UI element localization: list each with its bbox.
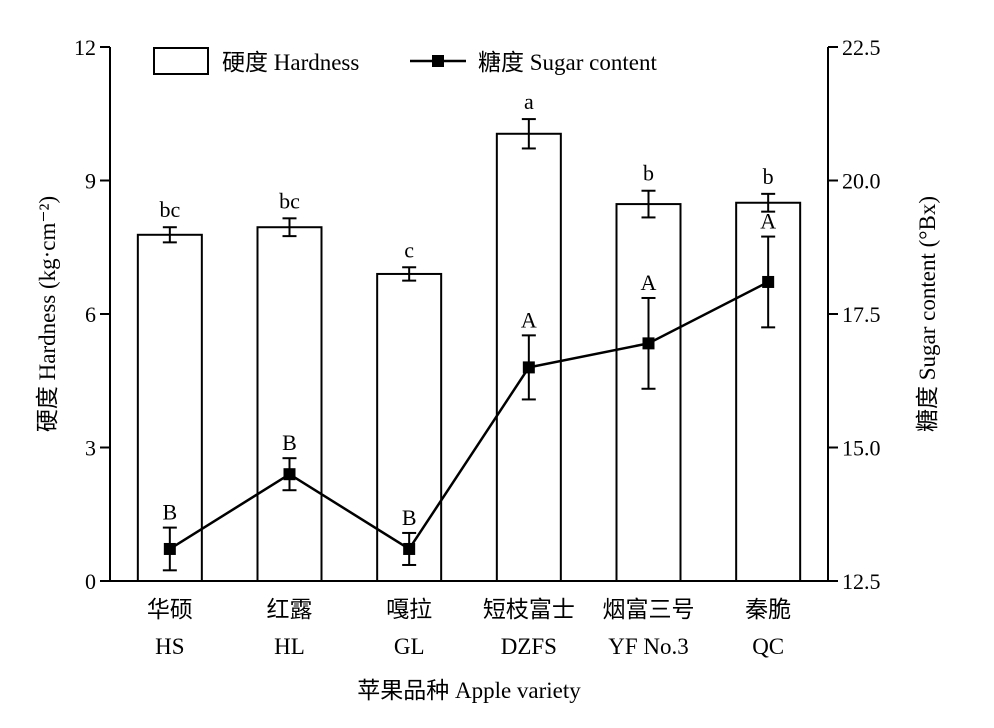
hardness-significance-letter: a [524, 89, 534, 114]
sugar-point [642, 337, 655, 350]
y-right-tick-label: 17.5 [842, 302, 881, 327]
x-category-label: QC [752, 634, 784, 659]
sugar-point [283, 468, 296, 481]
hardness-bar [615, 203, 682, 583]
legend-hardness-swatch [153, 47, 209, 75]
x-category-label: HS [155, 634, 184, 659]
sugar-significance-letter: B [402, 505, 417, 530]
y-left-tick-label: 9 [85, 169, 96, 194]
sugar-point [403, 542, 416, 555]
x-axis-title: 苹果品种 Apple variety [357, 678, 581, 703]
sugar-significance-letter: B [162, 500, 177, 525]
y-right-tick-label: 15.0 [842, 436, 881, 461]
x-category-label: GL [394, 634, 425, 659]
sugar-significance-letter: B [282, 430, 297, 455]
hardness-significance-letter: bc [159, 197, 180, 222]
hardness-bar [136, 233, 203, 582]
legend-sugar-marker [432, 55, 444, 67]
sugar-significance-letter: A [521, 307, 537, 332]
x-category-label-cn: 秦脆 [745, 597, 791, 622]
hardness-significance-letter: b [643, 161, 654, 186]
y-left-tick-label: 0 [85, 569, 96, 594]
y-left-tick-label: 3 [85, 436, 96, 461]
hardness-bar [256, 226, 323, 582]
sugar-point [522, 361, 535, 374]
sugar-significance-letter: A [760, 209, 776, 234]
x-category-label-cn: 短枝富士 [483, 597, 575, 622]
y-left-tick-label: 12 [74, 35, 96, 60]
x-category-label: HL [274, 634, 305, 659]
legend-sugar-label: 糖度 Sugar content [478, 50, 657, 75]
y-right-axis-title: 糖度 Sugar content (°Bx) [915, 196, 940, 432]
y-left-axis-title: 硬度 Hardness (kg·cm⁻²) [35, 196, 60, 432]
sugar-line-series: B B B A A A [162, 209, 776, 572]
sugar-point [163, 542, 176, 555]
x-category-label: DZFS [501, 634, 557, 659]
x-category-label-cn: 嘎拉 [386, 597, 432, 622]
sugar-significance-letter: A [641, 270, 657, 295]
axes: 0 3 6 9 12 12.5 15.0 17.5 20.0 22.5 华硕 HS 红露 HL 嘎拉 GL 短枝… [74, 35, 881, 659]
x-category-label-cn: 红露 [267, 597, 313, 622]
legend: 硬度 Hardness 糖度 Sugar content [153, 47, 657, 75]
x-category-label-cn: 烟富三号 [603, 597, 695, 622]
y-left-tick-label: 6 [85, 302, 96, 327]
hardness-significance-letter: bc [279, 188, 300, 213]
hardness-bars: bc bc c a b b [136, 89, 802, 583]
x-category-label: YF No.3 [608, 634, 689, 659]
y-right-tick-label: 20.0 [842, 169, 881, 194]
y-right-tick-label: 12.5 [842, 569, 881, 594]
hardness-significance-letter: c [404, 237, 414, 262]
hardness-significance-letter: b [763, 164, 774, 189]
sugar-line [169, 280, 769, 551]
legend-hardness-label: 硬度 Hardness [222, 50, 359, 75]
sugar-point [762, 275, 775, 288]
x-category-label-cn: 华硕 [147, 597, 193, 622]
y-right-tick-label: 22.5 [842, 35, 881, 60]
